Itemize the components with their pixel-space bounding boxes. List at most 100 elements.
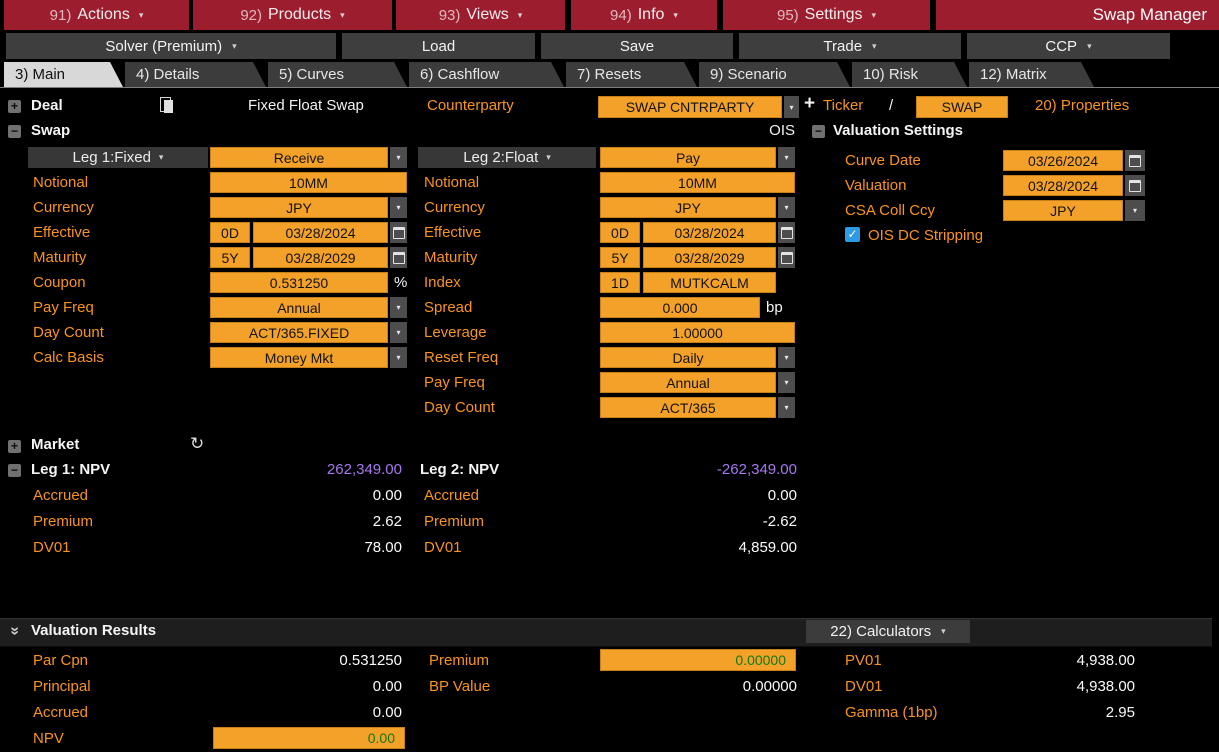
tab-cashflow[interactable]: 6) Cashflow <box>409 62 564 87</box>
leg2-reset-freq-dropdown[interactable]: ▾ <box>778 347 795 368</box>
leg2-leverage-field[interactable]: 1.00000 <box>600 322 795 343</box>
leg1-accrued-label: Accrued <box>33 487 89 504</box>
counterparty-field[interactable]: SWAP CNTRPARTY <box>598 96 782 118</box>
leg2-currency-dropdown[interactable]: ▾ <box>778 197 795 218</box>
leg2-accrued-value: 0.00 <box>767 487 797 504</box>
leg2-dv01-value: 4,859.00 <box>738 539 797 556</box>
leg2-effective-calendar-icon[interactable] <box>778 222 795 243</box>
solver-button[interactable]: Solver (Premium) ▾ <box>6 33 336 59</box>
leg1-direction-dropdown[interactable]: ▾ <box>390 147 407 168</box>
leg2-spread-field[interactable]: 0.000 <box>600 297 760 318</box>
menu-info-button[interactable]: 94) Info ▾ <box>571 0 717 30</box>
menu-products-button[interactable]: 92) Products ▾ <box>193 0 392 30</box>
dropdown-arrow-icon: ▾ <box>546 152 551 162</box>
leg1-header-button[interactable]: Leg 1:Fixed ▾ <box>28 147 208 168</box>
expand-market-icon[interactable]: + <box>8 440 21 453</box>
leg2-reset-freq-field[interactable]: Daily <box>600 347 776 368</box>
tab-bar: 3) Main 4) Details 5) Curves 6) Cashflow… <box>0 62 1219 88</box>
tab-main[interactable]: 3) Main <box>4 62 123 87</box>
curve-date-calendar-icon[interactable] <box>1125 150 1145 171</box>
tab-scenario[interactable]: 9) Scenario <box>699 62 850 87</box>
leg2-direction-field[interactable]: Pay <box>600 147 776 168</box>
calculators-button[interactable]: 22) Calculators ▾ <box>806 620 970 643</box>
premium-result-field[interactable]: 0.00000 <box>600 649 796 671</box>
leg2-pay-freq-dropdown[interactable]: ▾ <box>778 372 795 393</box>
leg2-day-count-dropdown[interactable]: ▾ <box>778 397 795 418</box>
menu-number: 93) <box>438 6 461 24</box>
valuation-date-calendar-icon[interactable] <box>1125 175 1145 196</box>
leg1-effective-date-field[interactable]: 03/28/2024 <box>253 222 388 243</box>
leg2-direction-dropdown[interactable]: ▾ <box>778 147 795 168</box>
leg1-currency-dropdown[interactable]: ▾ <box>390 197 407 218</box>
expand-deal-icon[interactable]: + <box>8 100 21 113</box>
leg2-pay-freq-field[interactable]: Annual <box>600 372 776 393</box>
dropdown-arrow-icon: ▾ <box>784 203 789 212</box>
collapse-swap-icon[interactable]: − <box>8 125 21 138</box>
principal-value: 0.00 <box>372 678 402 695</box>
leg1-effective-tenor-field[interactable]: 0D <box>210 222 250 243</box>
ccp-label: CCP <box>1045 37 1078 55</box>
leg1-day-count-field[interactable]: ACT/365.FIXED <box>210 322 388 343</box>
tab-matrix[interactable]: 12) Matrix <box>969 62 1094 87</box>
leg2-header-button[interactable]: Leg 2:Float ▾ <box>418 147 596 168</box>
tab-risk[interactable]: 10) Risk <box>852 62 967 87</box>
npv-result-label: NPV <box>33 730 64 747</box>
leg1-maturity-tenor-field[interactable]: 5Y <box>210 247 250 268</box>
leg1-currency-field[interactable]: JPY <box>210 197 388 218</box>
leg1-calc-basis-field[interactable]: Money Mkt <box>210 347 388 368</box>
counterparty-dropdown[interactable]: ▾ <box>784 96 799 118</box>
leg2-maturity-calendar-icon[interactable] <box>778 247 795 268</box>
leg2-index-field[interactable]: MUTKCALM <box>643 272 776 293</box>
leg2-effective-date-field[interactable]: 03/28/2024 <box>643 222 776 243</box>
tab-resets[interactable]: 7) Resets <box>566 62 697 87</box>
ticker-field[interactable]: SWAP <box>916 96 1008 118</box>
calendar-glyph <box>392 226 405 239</box>
tab-curves[interactable]: 5) Curves <box>268 62 407 87</box>
leg2-maturity-tenor-field[interactable]: 5Y <box>600 247 640 268</box>
menu-views-button[interactable]: 93) Views ▾ <box>396 0 565 30</box>
leg2-maturity-date-field[interactable]: 03/28/2029 <box>643 247 776 268</box>
collapse-npv-icon[interactable]: − <box>8 464 21 477</box>
leg2-day-count-field[interactable]: ACT/365 <box>600 397 776 418</box>
leg2-index-tenor-field[interactable]: 1D <box>600 272 640 293</box>
csa-coll-ccy-dropdown[interactable]: ▾ <box>1125 200 1145 221</box>
menu-actions-button[interactable]: 91) Actions ▾ <box>4 0 189 30</box>
calendar-glyph <box>1129 154 1141 167</box>
leg1-calc-basis-dropdown[interactable]: ▾ <box>390 347 407 368</box>
leg1-pay-freq-dropdown[interactable]: ▾ <box>390 297 407 318</box>
dropdown-arrow-icon: ▾ <box>1087 40 1092 51</box>
leg2-currency-field[interactable]: JPY <box>600 197 776 218</box>
leg1-day-count-dropdown[interactable]: ▾ <box>390 322 407 343</box>
save-button[interactable]: Save <box>541 33 733 59</box>
copy-icon[interactable] <box>160 97 176 115</box>
trade-button[interactable]: Trade ▾ <box>739 33 961 59</box>
ticker-plus-icon[interactable]: + <box>804 93 816 114</box>
npv-result-field[interactable]: 0.00 <box>213 727 405 749</box>
leg1-maturity-calendar-icon[interactable] <box>390 247 407 268</box>
leg1-notional-label: Notional <box>33 174 89 191</box>
menu-settings-button[interactable]: 95) Settings ▾ <box>723 0 930 30</box>
refresh-icon[interactable]: ↻ <box>190 434 205 453</box>
leg2-effective-tenor-field[interactable]: 0D <box>600 222 640 243</box>
csa-coll-ccy-field[interactable]: JPY <box>1003 200 1123 221</box>
leg1-notional-field[interactable]: 10MM <box>210 172 407 193</box>
valuation-date-field[interactable]: 03/28/2024 <box>1003 175 1123 196</box>
ccp-button[interactable]: CCP ▾ <box>967 33 1170 59</box>
double-chevron-down-icon[interactable]: » <box>6 626 24 636</box>
leg1-coupon-field[interactable]: 0.531250 <box>210 272 388 293</box>
swap-section-label: Swap <box>31 122 71 139</box>
leg1-maturity-label: Maturity <box>33 249 87 266</box>
tab-details[interactable]: 4) Details <box>125 62 266 87</box>
dropdown-arrow-icon: ▾ <box>340 9 345 20</box>
leg1-direction-field[interactable]: Receive <box>210 147 388 168</box>
ois-dc-stripping-checkbox[interactable]: ✓ <box>845 227 860 242</box>
properties-button[interactable]: 20) Properties <box>1035 97 1130 114</box>
load-button[interactable]: Load <box>342 33 535 59</box>
leg1-effective-calendar-icon[interactable] <box>390 222 407 243</box>
curve-date-field[interactable]: 03/26/2024 <box>1003 150 1123 171</box>
leg2-notional-field[interactable]: 10MM <box>600 172 795 193</box>
leg1-pay-freq-field[interactable]: Annual <box>210 297 388 318</box>
collapse-valuation-settings-icon[interactable]: − <box>812 125 825 138</box>
leg1-maturity-date-field[interactable]: 03/28/2029 <box>253 247 388 268</box>
leg2-day-count-label: Day Count <box>424 399 495 416</box>
